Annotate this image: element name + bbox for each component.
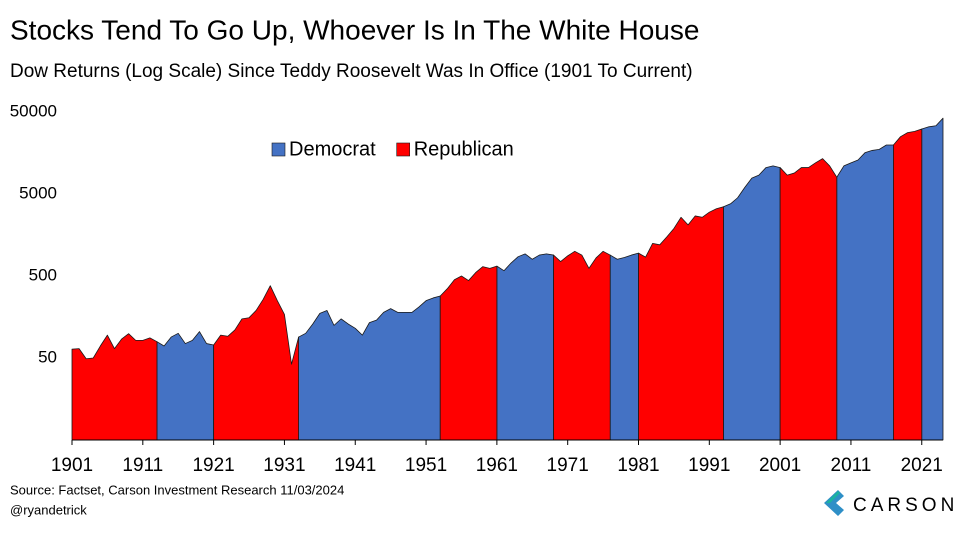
area <box>156 117 944 441</box>
credit: @ryandetrick <box>10 502 87 517</box>
legend-swatch <box>271 142 286 157</box>
x-tick-label: 1971 <box>547 455 589 476</box>
legend-swatch <box>396 142 411 157</box>
x-tick-label: 1941 <box>334 455 376 476</box>
x-tick-label: 2001 <box>759 455 801 476</box>
y-tick-label: 50000 <box>10 101 57 120</box>
logo-text: CARSON <box>853 495 958 516</box>
y-tick-label: 50 <box>38 347 57 366</box>
x-tick-label: 1901 <box>51 455 93 476</box>
x-tick-label: 1911 <box>122 455 163 476</box>
x-tick-label: 1991 <box>688 455 730 476</box>
logo-mark-accent <box>826 491 840 503</box>
chart-subtitle: Dow Returns (Log Scale) Since Teddy Roos… <box>10 61 693 82</box>
x-tick-label: 2021 <box>901 455 943 476</box>
x-tick-label: 1921 <box>192 455 234 476</box>
x-tick-label: 1951 <box>405 455 447 476</box>
brand-logo: CARSON <box>824 490 958 516</box>
x-tick-label: 1931 <box>263 455 305 476</box>
legend-label: Democrat <box>289 138 376 160</box>
legend-label: Republican <box>414 138 514 160</box>
x-tick-label: 1961 <box>476 455 518 476</box>
source-note: Source: Factset, Carson Investment Resea… <box>10 482 344 497</box>
y-tick-label: 5000 <box>19 183 57 202</box>
x-tick-label: 2011 <box>831 455 872 476</box>
logo-mark <box>824 490 844 516</box>
y-tick-label: 500 <box>29 265 57 284</box>
chart-title: Stocks Tend To Go Up, Whoever Is In The … <box>10 14 699 45</box>
area <box>71 128 923 441</box>
x-tick-label: 1981 <box>617 455 659 476</box>
